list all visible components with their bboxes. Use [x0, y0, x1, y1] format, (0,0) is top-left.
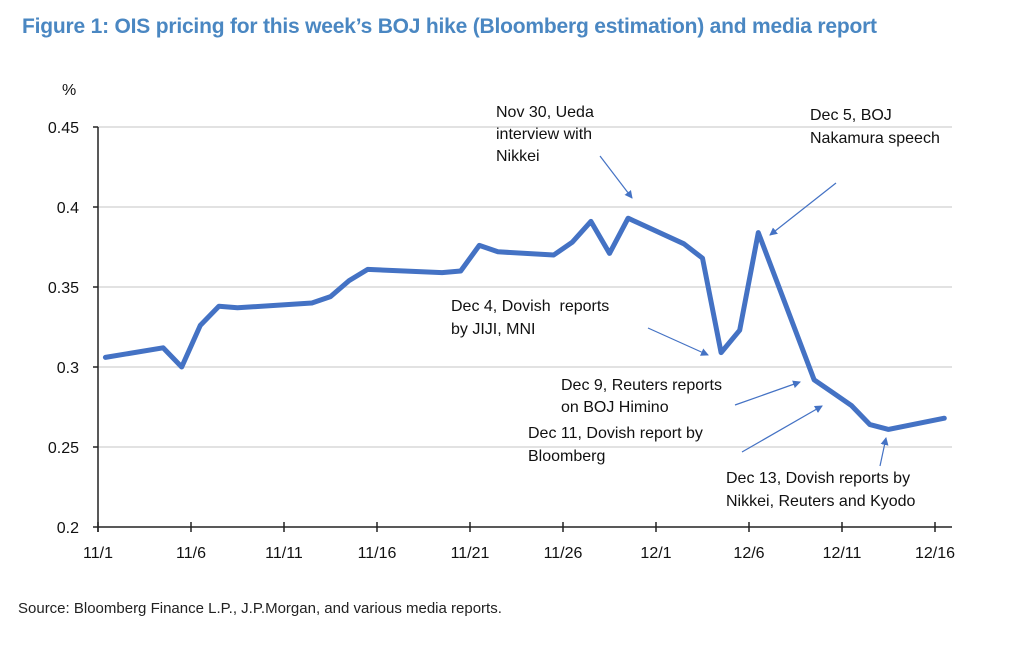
annotation-text: interview with	[496, 126, 592, 143]
y-tick-label: 0.45	[48, 120, 79, 137]
y-tick-label: 0.3	[57, 360, 79, 377]
annotation-arrow	[879, 437, 889, 467]
y-tick-labels: 0.2 0.25 0.3 0.35 0.4 0.45	[48, 120, 79, 537]
annotation-text: Dec 13, Dovish reports by	[726, 470, 910, 487]
annotation-arrows	[599, 155, 889, 467]
x-tick-label: 12/1	[640, 545, 671, 562]
x-tick-label: 11/1	[83, 545, 113, 562]
series-line	[102, 215, 947, 432]
y-tick-label: 0.25	[48, 440, 79, 457]
annotation-text: Dec 9, Reuters reports	[561, 377, 722, 394]
x-tick-label: 11/26	[544, 545, 583, 562]
annotation-text: Nikkei	[496, 148, 540, 165]
annotation-arrow	[647, 327, 709, 356]
y-tick-label: 0.2	[57, 520, 79, 537]
source-note: Source: Bloomberg Finance L.P., J.P.Morg…	[18, 600, 502, 617]
chart-title: Figure 1: OIS pricing for this week’s BO…	[22, 15, 877, 38]
x-tick-label: 11/6	[176, 545, 206, 562]
annotation-text: Bloomberg	[528, 448, 605, 465]
annotation-arrow	[734, 380, 801, 406]
y-axis-unit-label: %	[62, 82, 76, 99]
annotation-text: by JIJI, MNI	[451, 321, 535, 338]
annotation-text: Nov 30, Ueda	[496, 104, 594, 121]
x-tick-label: 11/11	[265, 545, 303, 562]
series	[102, 215, 947, 432]
y-tick-label: 0.4	[57, 200, 79, 217]
annotation-arrow	[741, 405, 823, 453]
x-tick-labels: 11/1 11/6 11/11 11/16 11/21 11/26 12/1 12/6 12/1…	[83, 545, 955, 562]
axes	[93, 126, 952, 532]
annotations: Nov 30, Ueda interview with Nikkei Dec 5, B…	[451, 104, 940, 510]
x-tick-label: 12/6	[733, 545, 764, 562]
annotation-text: Dec 4, Dovish reports	[451, 298, 609, 315]
x-tick-label: 12/16	[915, 545, 955, 562]
x-tick-label: 11/21	[451, 545, 490, 562]
x-tick-label: 12/11	[823, 545, 862, 562]
annotation-text: Nikkei, Reuters and Kyodo	[726, 493, 916, 510]
y-tick-label: 0.35	[48, 280, 79, 297]
annotation-arrow	[769, 182, 837, 236]
annotation-text: on BOJ Himino	[561, 399, 669, 416]
annotation-text: Nakamura speech	[810, 130, 940, 147]
annotation-arrow	[599, 155, 633, 199]
gridlines	[98, 126, 952, 448]
x-tick-label: 11/16	[358, 545, 397, 562]
annotation-text: Dec 5, BOJ	[810, 107, 892, 124]
annotation-text: Dec 11, Dovish report by	[528, 425, 703, 442]
